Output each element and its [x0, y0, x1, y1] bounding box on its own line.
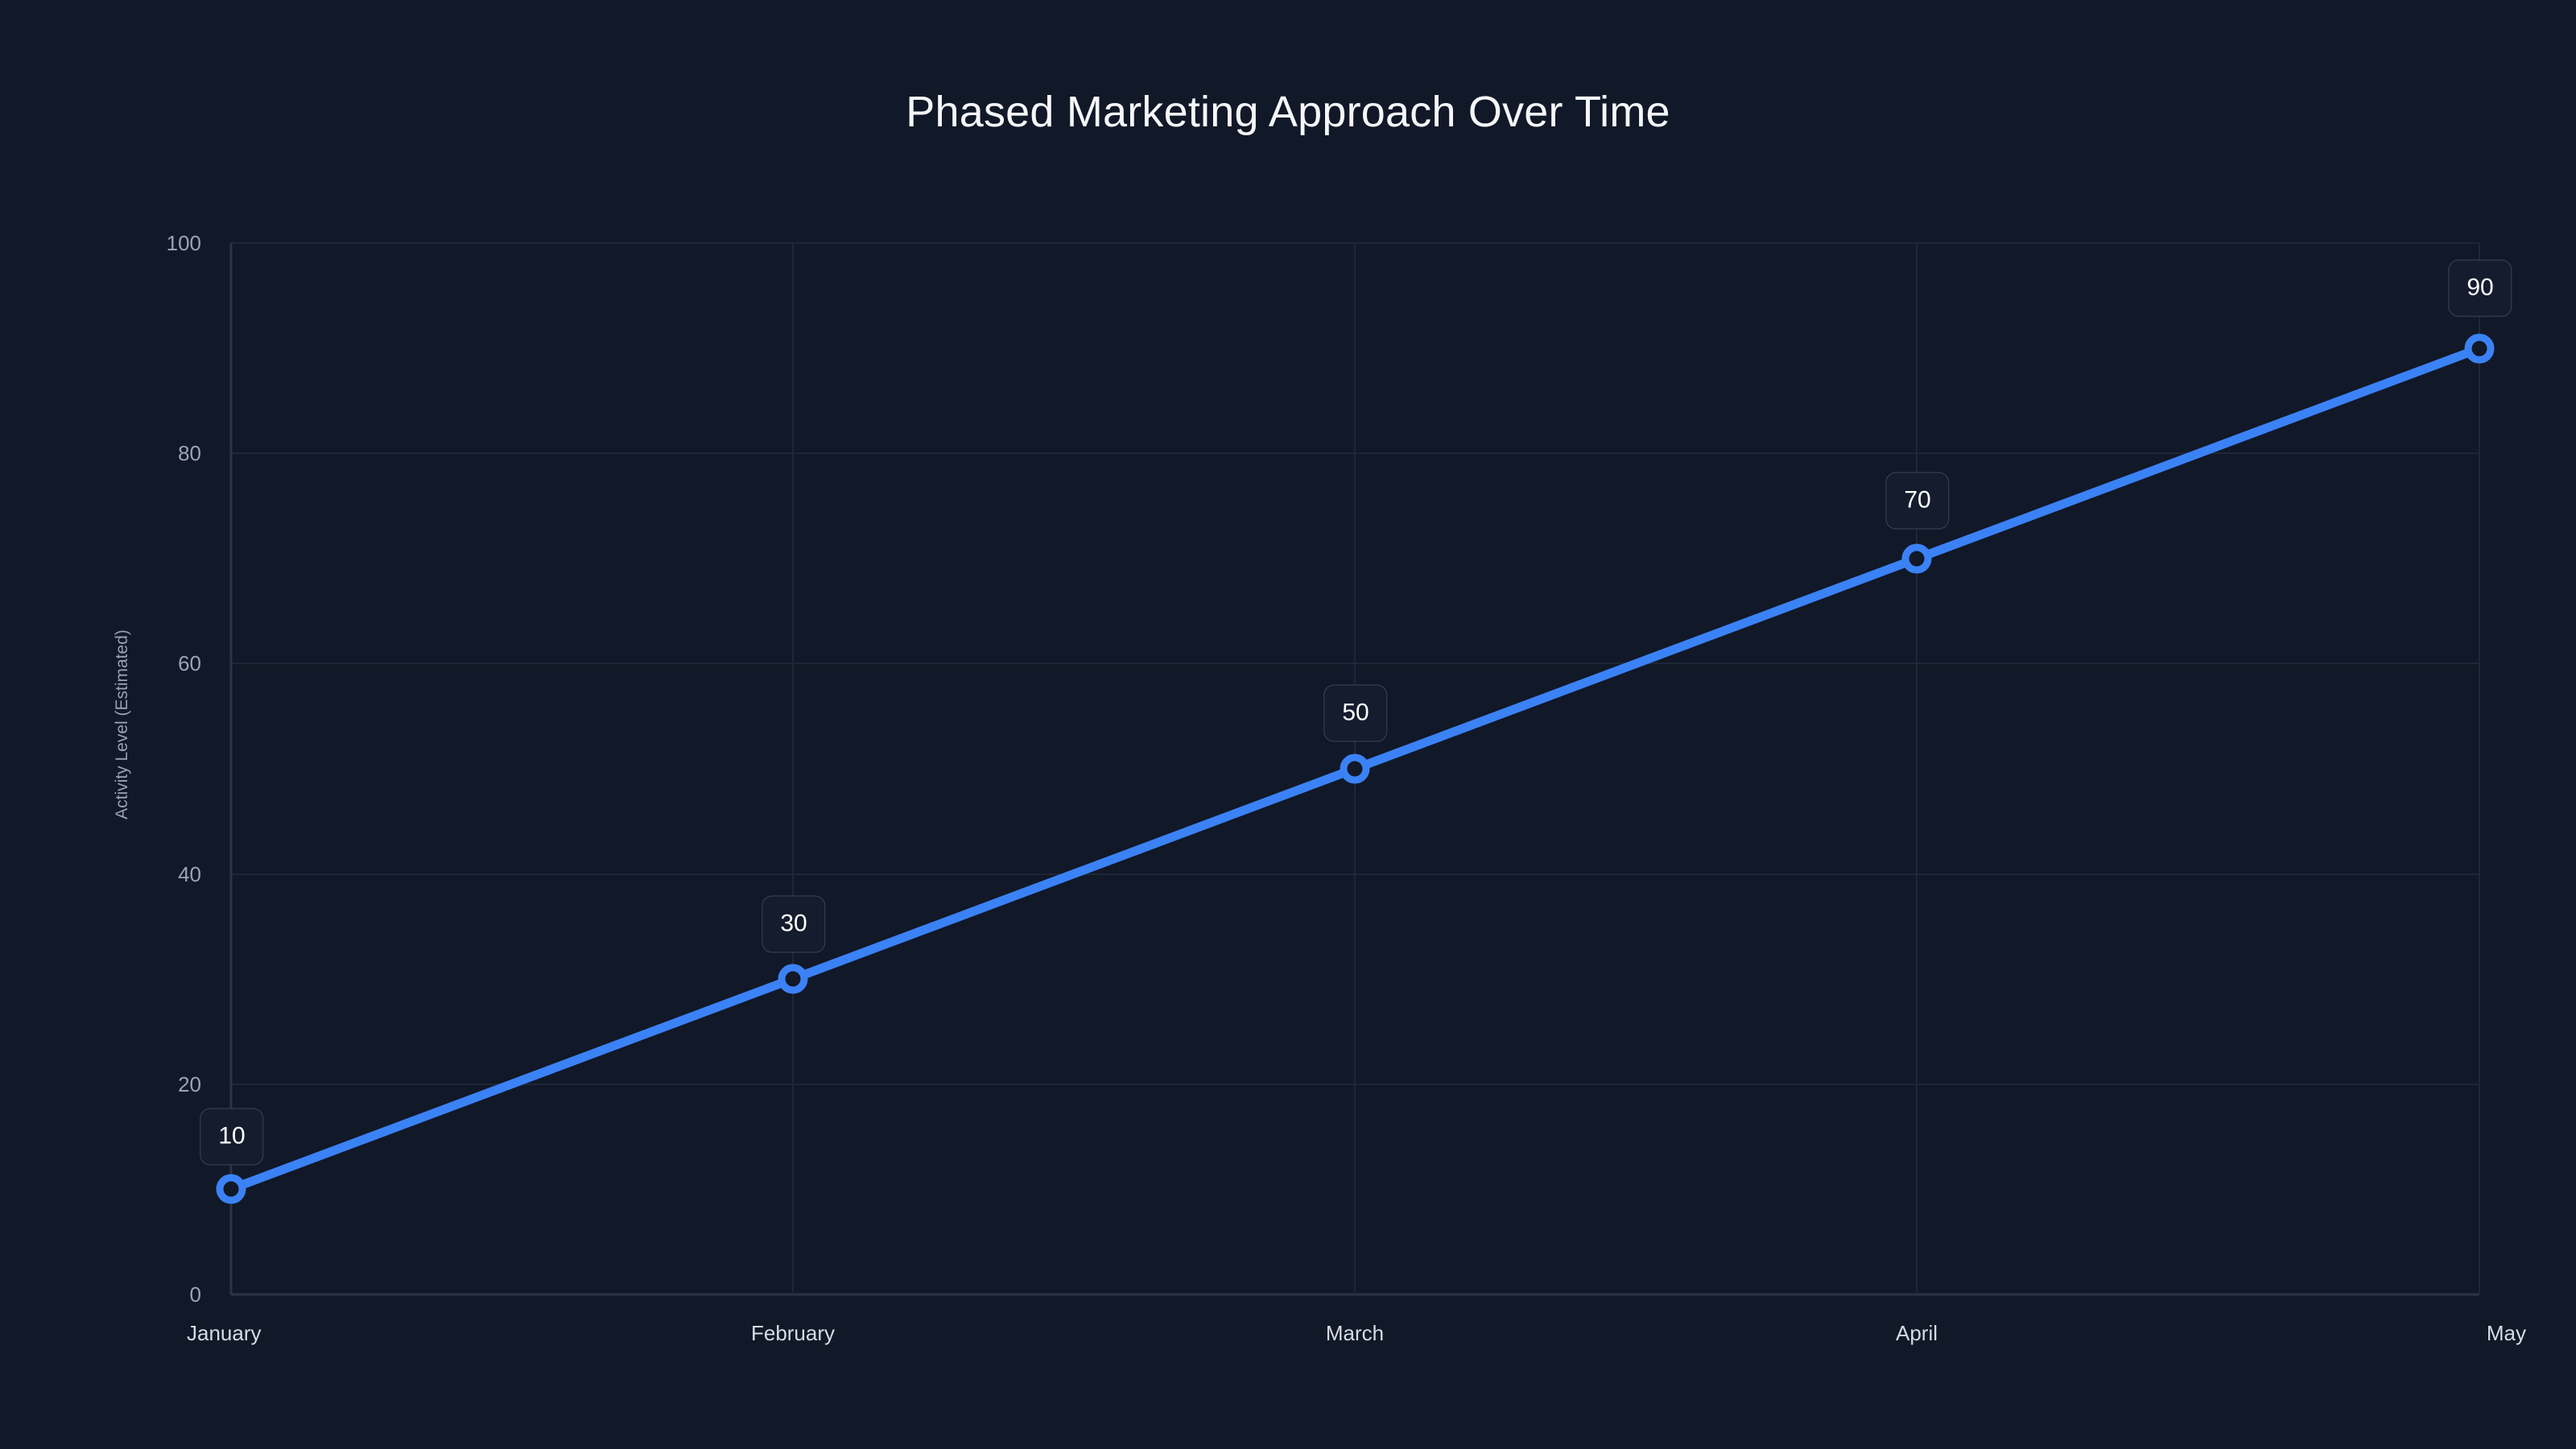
y-tick-label: 40	[178, 862, 201, 886]
data-point-marker	[2464, 333, 2495, 364]
x-tick-label-january: January	[187, 1321, 262, 1345]
data-point-marker	[1901, 543, 1932, 574]
x-tick-label-may: May	[2486, 1321, 2526, 1345]
y-tick-label: 0	[189, 1282, 201, 1307]
data-point-marker	[778, 964, 808, 994]
data-label-march: 50	[1323, 684, 1388, 742]
y-tick-label: 100	[166, 231, 201, 255]
y-axis-tick-labels: 100 80 60 40 20 0	[72, 0, 201, 1449]
data-label-may: 90	[2448, 259, 2512, 317]
x-tick-label-april: April	[1895, 1321, 1938, 1345]
y-tick-label: 20	[178, 1072, 201, 1096]
chart-title: Phased Marketing Approach Over Time	[906, 88, 1670, 136]
x-tick-label-february: February	[750, 1321, 836, 1345]
data-label-february: 30	[762, 895, 826, 953]
x-tick-label-march: March	[1325, 1321, 1385, 1345]
series-markers	[216, 333, 2495, 1204]
data-label-january: 10	[200, 1108, 264, 1166]
y-tick-label: 80	[178, 441, 201, 465]
data-label-april: 70	[1885, 472, 1950, 530]
y-tick-label: 60	[178, 651, 201, 675]
data-point-marker	[1340, 753, 1370, 784]
data-point-marker	[216, 1174, 246, 1204]
